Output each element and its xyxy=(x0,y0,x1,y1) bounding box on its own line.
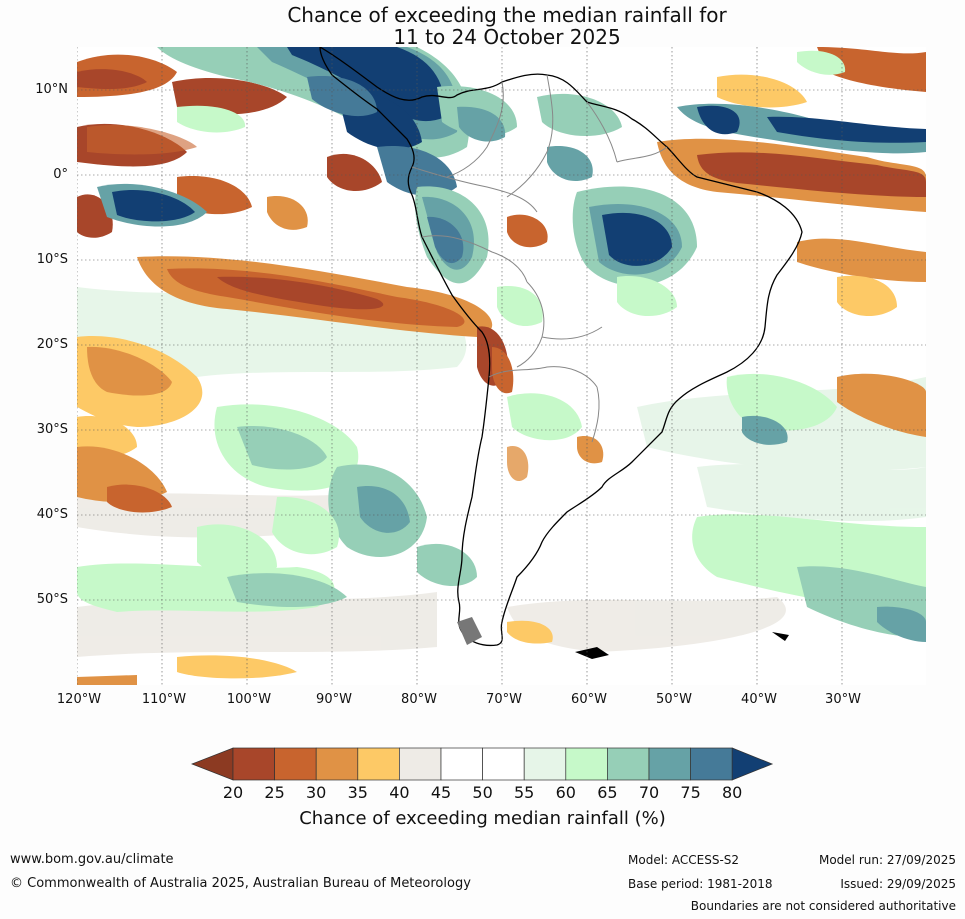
colorbar-tick-60: 60 xyxy=(555,783,576,802)
lat-label-30s: 30°S xyxy=(36,422,68,437)
colorbar-under-arrow xyxy=(191,747,234,781)
colorbar-bin-75-80 xyxy=(690,747,733,781)
colorbar-tick-75: 75 xyxy=(680,783,701,802)
colorbar-tick-65: 65 xyxy=(597,783,618,802)
lat-label-50s: 50°S xyxy=(36,592,68,607)
islands xyxy=(457,617,789,659)
colorbar-bin-45-50 xyxy=(440,747,483,781)
lon-label-30w: 30°W xyxy=(825,692,861,707)
title-line-1: Chance of exceeding the median rainfall … xyxy=(287,3,727,27)
colorbar-bin-40-45 xyxy=(399,747,442,781)
colorbar-bin-70-75 xyxy=(648,747,691,781)
colorbar-over-arrow xyxy=(731,747,774,781)
colorbar-bin-55-60 xyxy=(523,747,567,781)
lat-label-10s: 10°S xyxy=(36,252,68,267)
graticule xyxy=(77,47,926,685)
lon-label-110w: 110°W xyxy=(141,692,187,707)
south-america-outline xyxy=(319,47,803,647)
colorbar xyxy=(191,747,774,781)
map-title: Chance of exceeding the median rainfall … xyxy=(0,4,965,48)
colorbar-tick-50: 50 xyxy=(472,783,493,802)
colorbar-bin-20-25 xyxy=(232,747,275,781)
base-period: Base period: 1981-2018 xyxy=(628,877,773,891)
website-link[interactable]: www.bom.gov.au/climate xyxy=(10,852,174,867)
colorbar-bin-25-30 xyxy=(274,747,317,781)
colorbar-tick-25: 25 xyxy=(264,783,285,802)
lon-label-40w: 40°W xyxy=(741,692,777,707)
copyright-text: © Commonwealth of Australia 2025, Austra… xyxy=(10,876,471,891)
wet-regions xyxy=(77,47,926,642)
colorbar-tick-40: 40 xyxy=(389,783,410,802)
lat-label-10n: 10°N xyxy=(35,82,68,97)
lon-label-60w: 60°W xyxy=(571,692,607,707)
model-name: Model: ACCESS-S2 xyxy=(628,853,740,867)
lon-label-90w: 90°W xyxy=(316,692,352,707)
dry-regions xyxy=(77,47,926,685)
lon-label-120w: 120°W xyxy=(56,692,102,707)
colorbar-tick-20: 20 xyxy=(222,783,244,802)
issued-date: Issued: 29/09/2025 xyxy=(840,877,956,891)
colorbar-bin-50-55 xyxy=(482,747,525,781)
country-boundaries xyxy=(411,74,668,443)
rainfall-map xyxy=(77,47,926,685)
lon-label-70w: 70°W xyxy=(486,692,522,707)
title-line-2: 11 to 24 October 2025 xyxy=(393,25,621,49)
colorbar-bin-65-70 xyxy=(607,747,650,781)
lat-label-40s: 40°S xyxy=(36,507,68,522)
colorbar-tick-70: 70 xyxy=(638,783,660,802)
colorbar-tick-35: 35 xyxy=(347,783,368,802)
model-run: Model run: 27/09/2025 xyxy=(818,853,956,867)
colorbar-tick-55: 55 xyxy=(514,783,535,802)
lon-label-80w: 80°W xyxy=(401,692,437,707)
lon-label-100w: 100°W xyxy=(226,692,272,707)
lat-label-20s: 20°S xyxy=(36,337,68,352)
colorbar-tick-80: 80 xyxy=(722,783,743,802)
colorbar-title: Chance of exceeding median rainfall (%) xyxy=(299,808,666,829)
colorbar-tick-30: 30 xyxy=(306,783,327,802)
lat-label-0: 0° xyxy=(53,167,68,182)
lon-label-50w: 50°W xyxy=(656,692,692,707)
colorbar-bin-30-35 xyxy=(315,747,359,781)
disclaimer: Boundaries are not considered authoritat… xyxy=(690,899,956,913)
colorbar-bin-60-65 xyxy=(565,747,608,781)
colorbar-bin-35-40 xyxy=(357,747,400,781)
colorbar-tick-45: 45 xyxy=(430,783,452,802)
